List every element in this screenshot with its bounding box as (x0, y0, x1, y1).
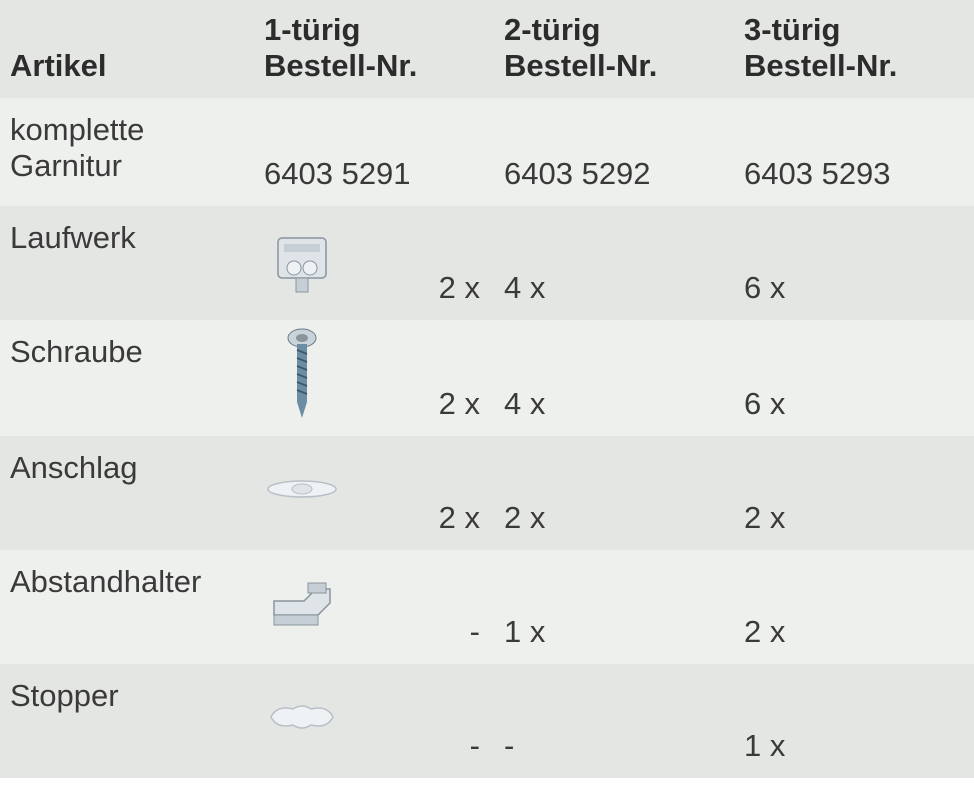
artikel-text: Laufwerk (10, 220, 136, 255)
artikel-text: Schraube (10, 334, 143, 369)
h-c3: 3-türig Bestell-Nr. (734, 0, 974, 98)
cell-artikel: Laufwerk (0, 206, 260, 320)
h-c2: 2-türig Bestell-Nr. (494, 0, 734, 98)
cell-icon (260, 320, 344, 436)
v3-text: 2 x (744, 500, 785, 535)
v3-text: 6403 5293 (744, 156, 891, 191)
cell-artikel: Stopper (0, 664, 260, 778)
artikel-text: Anschlag (10, 450, 138, 485)
cell-artikel: komplette Garnitur (0, 98, 260, 206)
cell-v2: 6403 5292 (494, 98, 734, 206)
parts-table-main: Artikel 1-türig Bestell-Nr. 2-türig Best… (0, 0, 974, 778)
cell-v1: - (344, 550, 494, 664)
cell-artikel: Abstandhalter (0, 550, 260, 664)
cell-v1: - (344, 664, 494, 778)
laufwerk-icon (266, 220, 338, 306)
cell-icon (260, 436, 344, 550)
artikel-text: Abstandhalter (10, 564, 201, 599)
v1-text: 2 x (439, 500, 480, 535)
table-row: komplette Garnitur 6403 5291 6403 5292 6… (0, 98, 974, 206)
table-row: Stopper - - 1 x (0, 664, 974, 778)
cell-v2: 2 x (494, 436, 734, 550)
cell-icon (260, 664, 344, 778)
cell-v1: 2 x (344, 320, 494, 436)
h-artikel-text: Artikel (10, 48, 106, 83)
v2-text: 6403 5292 (504, 156, 651, 191)
cell-v2: 4 x (494, 320, 734, 436)
table-row: Anschlag 2 x 2 x 2 x (0, 436, 974, 550)
cell-v3: 1 x (734, 664, 974, 778)
anschlag-icon (263, 472, 341, 514)
cell-artikel: Schraube (0, 320, 260, 436)
h-artikel: Artikel (0, 0, 260, 98)
cell-v3: 6 x (734, 320, 974, 436)
v1-text: - (470, 614, 480, 649)
v3-text: 6 x (744, 386, 785, 421)
h-c1-l1: 1-türig (264, 12, 360, 47)
cell-icon (260, 206, 344, 320)
cell-v1: 6403 5291 (260, 98, 494, 206)
artikel-line2: Garnitur (10, 148, 122, 183)
artikel-line1: komplette (10, 112, 144, 147)
cell-v1: 2 x (344, 206, 494, 320)
cell-icon (260, 550, 344, 664)
v1-text: - (470, 728, 480, 763)
cell-v2: 4 x (494, 206, 734, 320)
header-row: Artikel 1-türig Bestell-Nr. 2-türig Best… (0, 0, 974, 98)
v1-text: 6403 5291 (264, 156, 411, 191)
artikel-text: Stopper (10, 678, 119, 713)
table-row: Laufwerk 2 x 4 x (0, 206, 974, 320)
h-c2-l1: 2-türig (504, 12, 600, 47)
v3-text: 1 x (744, 728, 785, 763)
v2-text: 4 x (504, 386, 545, 421)
v1-text: 2 x (439, 270, 480, 305)
v3-text: 6 x (744, 270, 785, 305)
stopper-icon (265, 699, 339, 743)
cell-v2: 1 x (494, 550, 734, 664)
v2-text: - (504, 728, 514, 763)
cell-v1: 2 x (344, 436, 494, 550)
v2-text: 1 x (504, 614, 545, 649)
abstandhalter-icon (266, 571, 338, 643)
schraube-icon (280, 326, 324, 430)
cell-artikel: Anschlag (0, 436, 260, 550)
cell-v3: 6 x (734, 206, 974, 320)
v1-text: 2 x (439, 386, 480, 421)
h-c3-l2: Bestell-Nr. (744, 48, 897, 83)
cell-v2: - (494, 664, 734, 778)
v3-text: 2 x (744, 614, 785, 649)
v2-text: 2 x (504, 500, 545, 535)
v2-text: 4 x (504, 270, 545, 305)
h-c1-l2: Bestell-Nr. (264, 48, 417, 83)
h-c1: 1-türig Bestell-Nr. (260, 0, 494, 98)
h-c3-l1: 3-türig (744, 12, 840, 47)
h-c2-l2: Bestell-Nr. (504, 48, 657, 83)
cell-v3: 2 x (734, 550, 974, 664)
cell-v3: 6403 5293 (734, 98, 974, 206)
cell-v3: 2 x (734, 436, 974, 550)
table-row: Abstandhalter - 1 x 2 x (0, 550, 974, 664)
table-row: Schraube 2 x 4 x (0, 320, 974, 436)
